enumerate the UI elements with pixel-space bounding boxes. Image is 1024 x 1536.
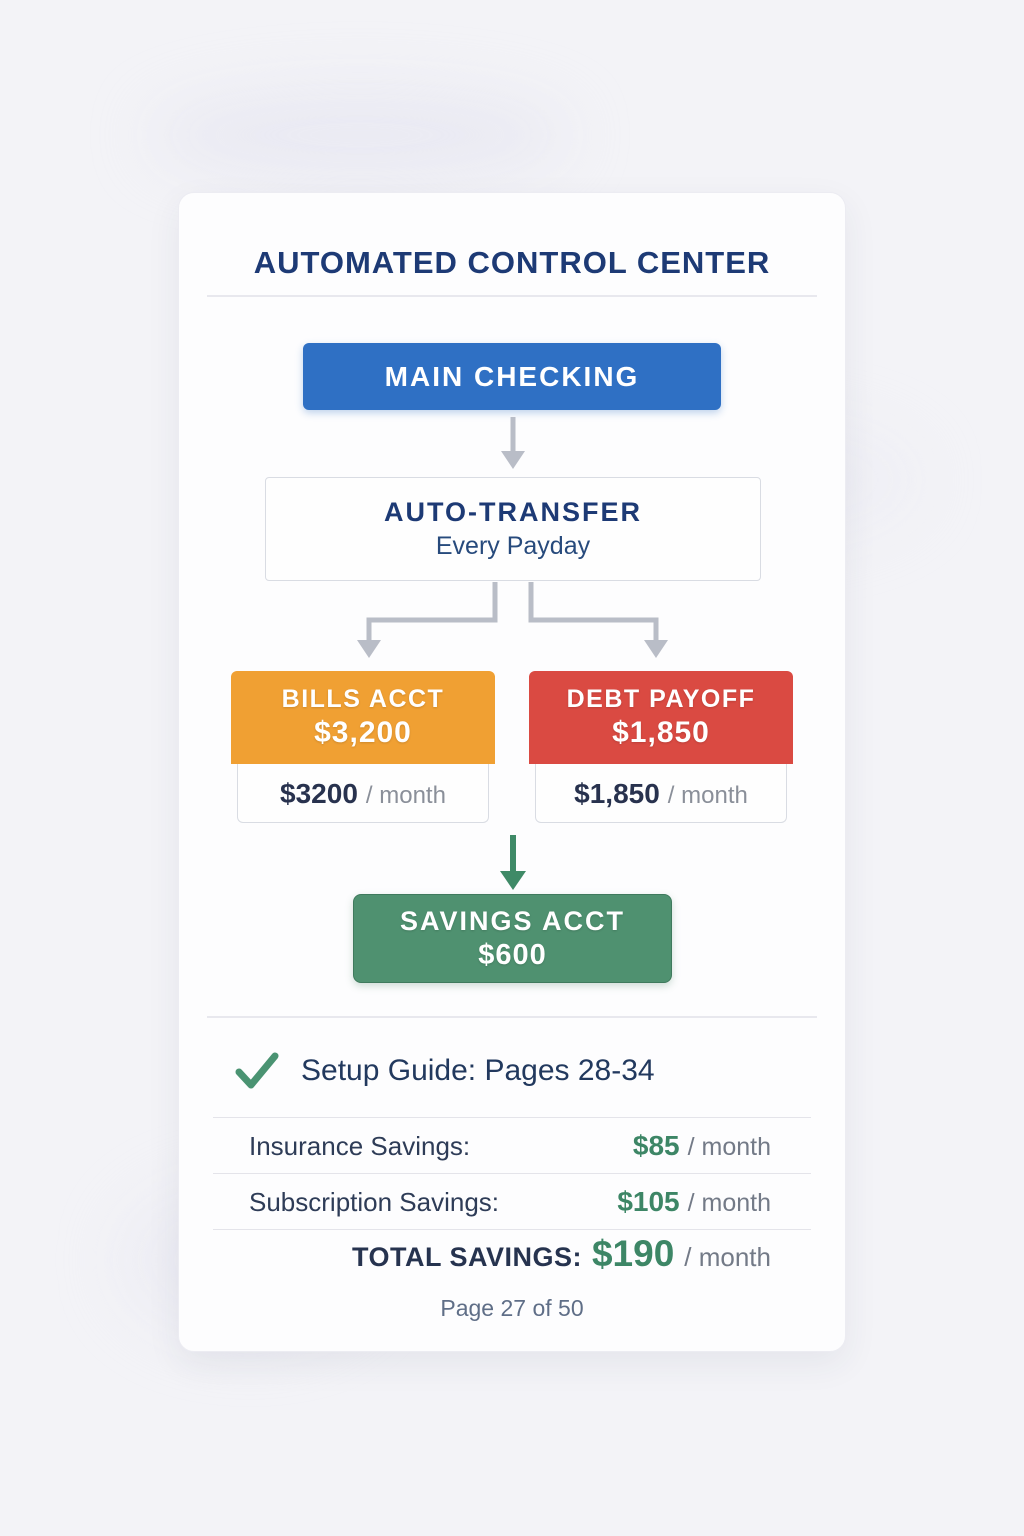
total-savings-value: $190: [591, 1233, 675, 1274]
savings-account-node: SAVINGS ACCT $600: [353, 894, 672, 983]
total-savings-row: TOTAL SAVINGS: $190 / month: [249, 1233, 771, 1291]
check-icon: [235, 1052, 279, 1089]
bills-monthly-suffix: / month: [365, 782, 446, 809]
insurance-savings-label: Insurance Savings:: [249, 1130, 471, 1161]
setup-guide-row: Setup Guide: Pages 28-34: [235, 1045, 805, 1097]
row-divider: [213, 1173, 811, 1174]
savings-account-title: SAVINGS ACCT: [399, 905, 625, 936]
debt-monthly-value: $1,850: [574, 778, 660, 809]
subscription-savings-row: Subscription Savings: $105 / month: [249, 1175, 771, 1229]
insurance-savings-value: $85: [632, 1130, 680, 1161]
debt-payoff-header: DEBT PAYOFF $1,850: [529, 671, 793, 764]
debt-monthly-suffix: / month: [667, 782, 748, 809]
main-checking-label: MAIN CHECKING: [384, 360, 640, 392]
bills-account-node: BILLS ACCT $3,200 $3200 / month: [231, 671, 495, 823]
auto-transfer-subtitle: Every Payday: [435, 532, 591, 560]
green-down-arrow-icon: [500, 835, 526, 890]
bills-account-header: BILLS ACCT $3,200: [231, 671, 495, 764]
main-checking-node: MAIN CHECKING: [303, 343, 721, 410]
debt-payoff-amount: $1,850: [612, 716, 710, 749]
total-savings-label: TOTAL SAVINGS:: [351, 1242, 582, 1272]
down-arrow-icon: [501, 417, 525, 469]
debt-payoff-node: DEBT PAYOFF $1,850 $1,850 / month: [529, 671, 793, 823]
insurance-savings-value-group: $85 / month: [633, 1130, 771, 1162]
bills-monthly-card: $3200 / month: [237, 764, 489, 823]
total-savings-suffix: / month: [684, 1242, 771, 1272]
auto-transfer-node: AUTO-TRANSFER Every Payday: [265, 477, 761, 581]
debt-monthly-card: $1,850 / month: [535, 764, 787, 823]
bills-account-amount: $3,200: [314, 716, 412, 749]
header-divider: [207, 295, 817, 297]
section-divider: [207, 1016, 817, 1018]
page-title: AUTOMATED CONTROL CENTER: [253, 245, 771, 280]
bills-monthly-value: $3200: [280, 778, 358, 809]
subscription-savings-label: Subscription Savings:: [249, 1186, 500, 1217]
setup-guide-text: Setup Guide: Pages 28-34: [301, 1054, 655, 1087]
auto-transfer-title: AUTO-TRANSFER: [384, 497, 642, 527]
row-divider: [213, 1117, 811, 1118]
bills-account-title: BILLS ACCT: [281, 685, 445, 713]
control-center-card: AUTOMATED CONTROL CENTER MAIN CHECKING A…: [178, 192, 846, 1352]
page-indicator: Page 27 of 50: [440, 1295, 584, 1321]
background-blob: [150, 90, 570, 180]
row-divider: [213, 1229, 811, 1230]
insurance-savings-suffix: / month: [687, 1133, 771, 1161]
insurance-savings-row: Insurance Savings: $85 / month: [249, 1119, 771, 1173]
savings-account-amount: $600: [478, 938, 547, 971]
branch-connector-icon: [357, 582, 668, 658]
debt-payoff-title: DEBT PAYOFF: [566, 685, 756, 713]
subscription-savings-suffix: / month: [687, 1189, 771, 1217]
subscription-savings-value: $105: [617, 1186, 680, 1217]
subscription-savings-value-group: $105 / month: [617, 1186, 771, 1218]
